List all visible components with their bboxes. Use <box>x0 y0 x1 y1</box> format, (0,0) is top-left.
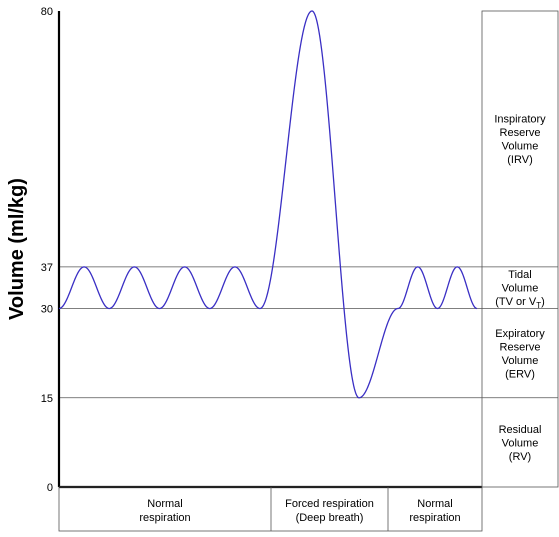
zone-label-rv: Residual Volume (RV) <box>499 424 542 463</box>
zone-panel-border <box>481 10 559 488</box>
y-axis-label: Volume (ml/kg) <box>6 178 28 320</box>
phase-label-normal-1: Normal respiration <box>139 498 190 524</box>
y-tick-37: 37 <box>41 262 53 274</box>
y-tick-labels: 0 15 30 37 80 <box>41 6 53 494</box>
volume-zone-panel: Inspiratory Reserve Volume (IRV) Tidal Volume… <box>481 10 559 488</box>
zone-label-tv: Tidal Volume (TV or VT) <box>495 269 545 310</box>
phase-label-normal-2: Normal respiration <box>409 498 460 524</box>
phase-panel-border <box>58 486 483 532</box>
volume-curve <box>58 10 478 399</box>
axes <box>57 11 482 489</box>
reference-lines <box>59 266 558 399</box>
y-tick-0: 0 <box>47 482 53 494</box>
y-tick-80: 80 <box>41 6 53 18</box>
phase-panel: Normal respiration Forced respiration (Deep… <box>58 486 483 532</box>
zone-label-irv: Inspiratory Reserve Volume (IRV) <box>494 114 546 167</box>
zone-label-erv: Expiratory Reserve Volume (ERV) <box>495 328 545 381</box>
y-tick-15: 15 <box>41 393 53 405</box>
phase-label-forced: Forced respiration (Deep breath) <box>285 498 374 524</box>
y-tick-30: 30 <box>41 304 53 316</box>
